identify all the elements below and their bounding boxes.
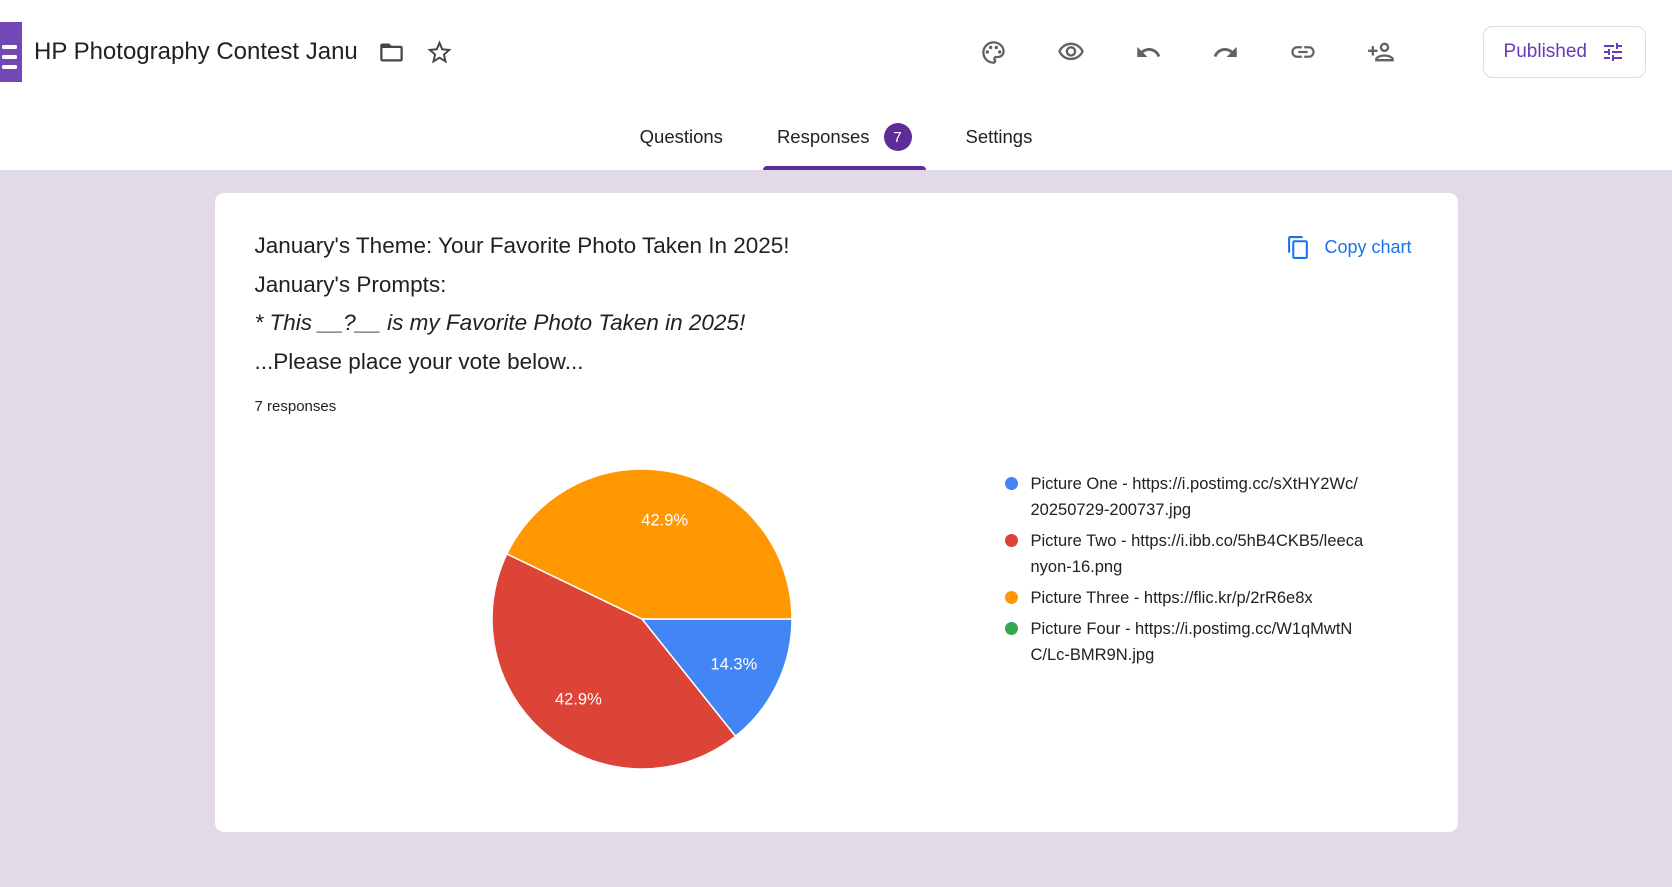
question-title-line: ...Please place your vote below... [254, 348, 584, 374]
forms-logo-icon [0, 22, 22, 82]
responses-count-badge: 7 [883, 123, 912, 151]
legend-dot [1004, 591, 1018, 604]
move-folder-button[interactable] [378, 39, 405, 66]
redo-icon [1213, 46, 1237, 57]
pie-slice [505, 468, 793, 620]
legend-dot [1004, 622, 1018, 635]
legend-dot [1004, 534, 1018, 547]
question-summary-card: January's Theme: Your Favorite Photo Tak… [214, 193, 1458, 832]
question-title-block: January's Theme: Your Favorite Photo Tak… [255, 227, 790, 417]
star-button[interactable] [425, 38, 454, 67]
folder-icon [380, 43, 403, 61]
tab-responses-label: Responses [776, 126, 870, 147]
tab-responses[interactable]: Responses 7 [762, 104, 926, 170]
undo-icon [1136, 46, 1160, 57]
add-collaborators-button[interactable] [1367, 38, 1395, 66]
copy-chart-button[interactable]: Copy chart [1286, 235, 1412, 260]
chart-legend: Picture One - https://i.postimg.cc/sXtHY… [1004, 471, 1367, 784]
tab-questions[interactable]: Questions [626, 104, 737, 170]
legend-item: Picture One - https://i.postimg.cc/sXtHY… [1004, 471, 1367, 523]
tab-settings-label: Settings [965, 126, 1033, 147]
pie-chart: 14.3% 42.9% 42.9% [490, 468, 793, 770]
responses-count-label: 7 responses [254, 398, 337, 415]
published-button[interactable]: Published [1482, 26, 1646, 78]
pie-slice-label: 14.3% [710, 655, 757, 673]
legend-label: Picture Four - https://i.postimg.cc/W1qM… [1030, 620, 1353, 664]
preview-button[interactable] [1057, 38, 1085, 66]
legend-label: Picture Two - https://i.ibb.co/5hB4CKB5/… [1030, 532, 1364, 576]
legend-item: Picture Three - https://flic.kr/p/2rR6e8… [1004, 585, 1367, 611]
legend-dot [1004, 477, 1018, 490]
copy-link-button[interactable] [1289, 38, 1317, 66]
palette-icon [981, 40, 1005, 64]
tab-settings[interactable]: Settings [952, 104, 1047, 170]
legend-label: Picture Three - https://flic.kr/p/2rR6e8… [1030, 589, 1313, 607]
published-label: Published [1503, 41, 1587, 62]
pie-chart-wrap: 14.3% 42.9% 42.9% [482, 459, 802, 784]
tab-questions-label: Questions [639, 126, 723, 147]
top-bar: HP Photography Contest Janu [0, 0, 1672, 104]
copy-chart-label: Copy chart [1324, 237, 1412, 257]
pie-slice [639, 618, 793, 738]
link-icon [1290, 46, 1315, 58]
legend-item: Picture Two - https://i.ibb.co/5hB4CKB5/… [1004, 528, 1367, 580]
star-icon [427, 39, 452, 63]
person-add-icon [1367, 42, 1394, 62]
pie-slice-label: 42.9% [641, 512, 688, 530]
forms-logo[interactable] [0, 22, 22, 82]
responses-panel: January's Theme: Your Favorite Photo Tak… [0, 170, 1672, 887]
legend-label: Picture One - https://i.postimg.cc/sXtHY… [1030, 475, 1358, 519]
question-title-line: * This __?__ is my Favorite Photo Taken … [254, 310, 746, 335]
preview-eye-icon [1057, 42, 1084, 61]
tune-icon [1604, 43, 1622, 61]
form-title[interactable]: HP Photography Contest Janu [34, 38, 358, 65]
pie-slice-label: 42.9% [555, 691, 602, 709]
customize-theme-button[interactable] [980, 39, 1007, 66]
undo-button[interactable] [1135, 39, 1162, 66]
question-title-line: January's Prompts: [254, 271, 447, 297]
legend-item: Picture Four - https://i.postimg.cc/W1qM… [1004, 616, 1367, 668]
toolbar: Published [980, 26, 1646, 78]
pie-slice [490, 552, 737, 770]
question-title-line: January's Theme: Your Favorite Photo Tak… [254, 233, 790, 258]
tab-bar: Questions Responses 7 Settings [0, 104, 1672, 170]
redo-button[interactable] [1212, 39, 1239, 66]
card-header: January's Theme: Your Favorite Photo Tak… [255, 227, 1412, 417]
copy-icon [1288, 236, 1309, 259]
chart-area: 14.3% 42.9% 42.9% Picture One - https://i.… [255, 459, 1412, 784]
